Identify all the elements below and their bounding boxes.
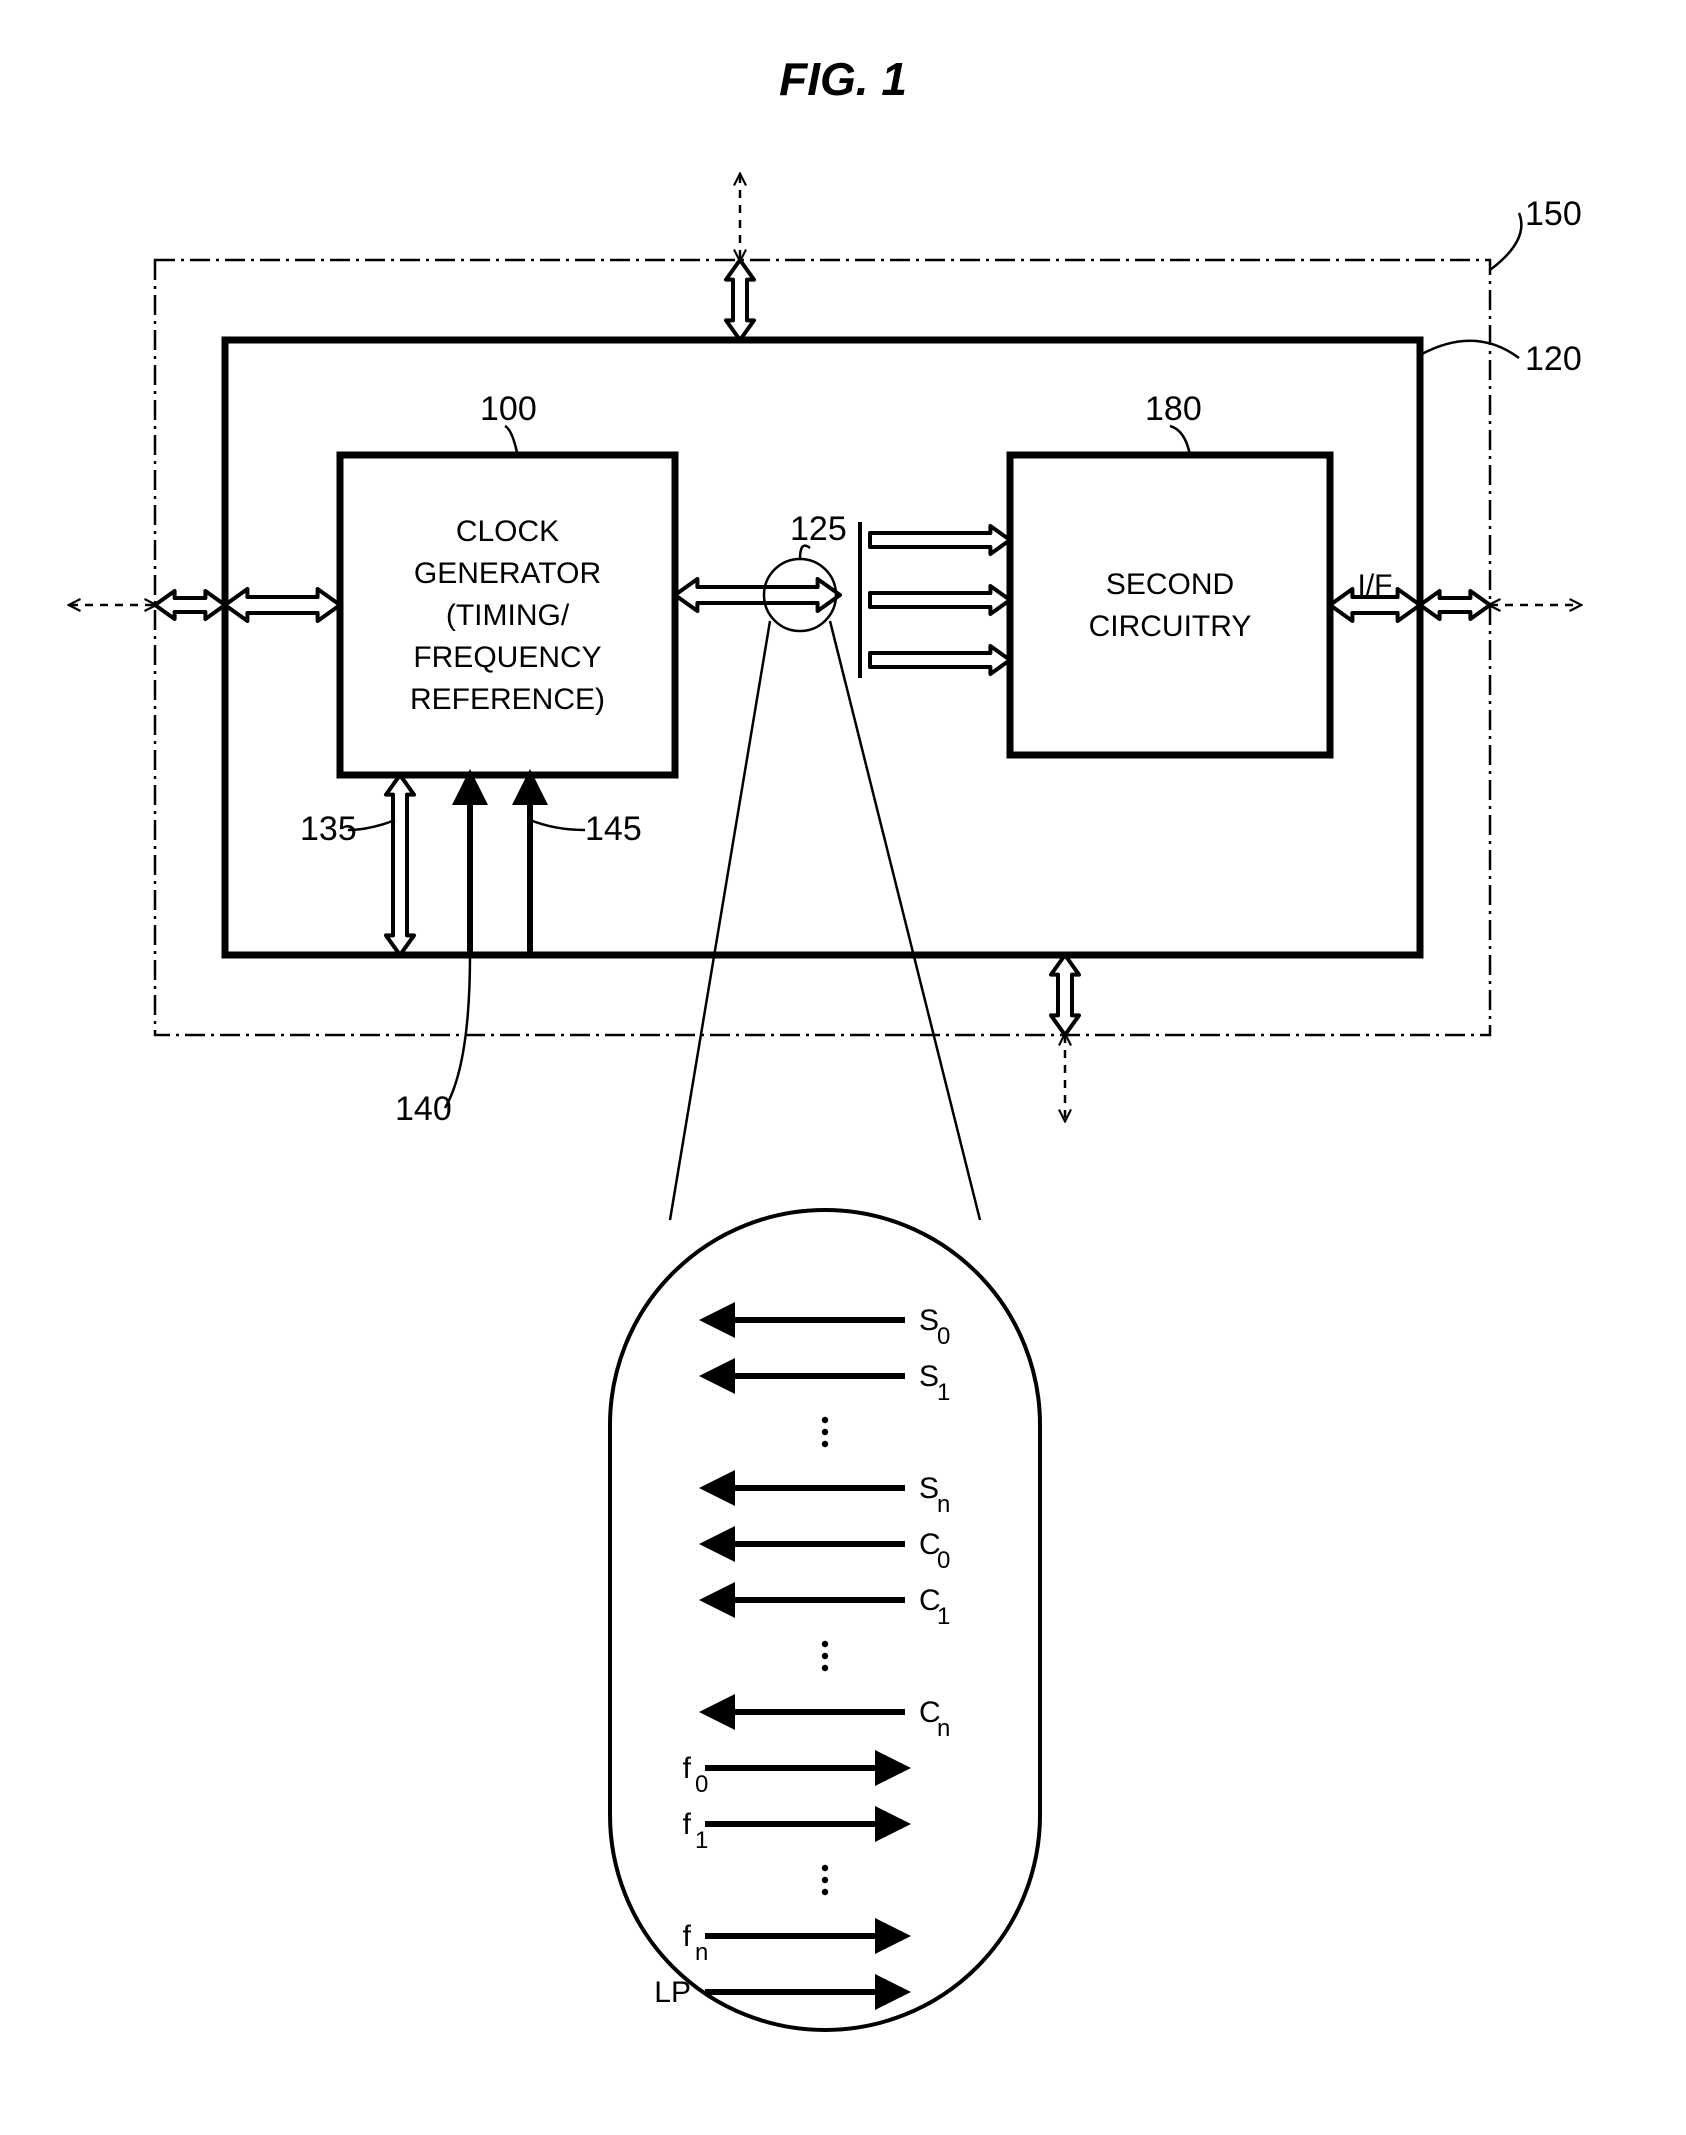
detail-signal-sub: 1 [695, 1827, 708, 1854]
clock-generator-label: CLOCK [456, 515, 559, 548]
bus-branch-arrow-2 [870, 646, 1010, 674]
detail-signal-sub: 0 [695, 1771, 708, 1798]
bus-branch-arrow-1 [870, 586, 1010, 614]
detail-signal-label: fn [683, 1920, 709, 1966]
arrow-135 [386, 775, 414, 955]
detail-ellipsis-dot [822, 1441, 828, 1447]
pkg-flow-bottom-open [1051, 955, 1079, 1035]
detail-ellipsis-dot [822, 1641, 828, 1647]
detail-signal-label: Cn [919, 1696, 950, 1742]
detail-connector-left [670, 621, 770, 1220]
ref-r140: 140 [395, 1090, 452, 1128]
if-label: I/F [1358, 569, 1393, 602]
lead-140 [445, 955, 470, 1108]
clock-generator-label: REFERENCE) [410, 683, 605, 716]
detail-ellipsis-dot [822, 1417, 828, 1423]
detail-signal-sub: 0 [937, 1323, 950, 1350]
ref-outer: 150 [1525, 195, 1582, 233]
lead-150 [1490, 213, 1521, 270]
detail-signal-label: S0 [919, 1304, 950, 1350]
detail-signal-label: C0 [919, 1528, 950, 1574]
detail-signal-name: f [683, 1808, 692, 1841]
detail-ellipsis-dot [822, 1889, 828, 1895]
detail-signal-sub: n [695, 1939, 708, 1966]
detail-connector-right [830, 621, 980, 1220]
detail-signal-sub: n [937, 1715, 950, 1742]
ref-second: 180 [1145, 390, 1202, 428]
package-outline [155, 260, 1490, 1035]
ic-left-arrow [225, 589, 340, 621]
detail-capsule [610, 1210, 1040, 2030]
detail-ellipsis-dot [822, 1877, 828, 1883]
ref-inner: 120 [1525, 340, 1582, 378]
clock-generator-label: (TIMING/ [446, 599, 570, 632]
detail-ellipsis-dot [822, 1429, 828, 1435]
detail-signal-name: S [919, 1472, 939, 1505]
ref-clock: 100 [480, 390, 537, 428]
lead-100 [505, 426, 518, 455]
lead-145 [530, 820, 585, 830]
detail-signal-name: f [683, 1752, 692, 1785]
detail-signal-label: f0 [683, 1752, 709, 1798]
detail-ellipsis-dot [822, 1653, 828, 1659]
bus-branch-arrow-0 [870, 526, 1010, 554]
lead-120 [1420, 341, 1519, 358]
pkg-flow-top-open [726, 260, 754, 340]
ref-bus: 125 [790, 510, 847, 548]
detail-ellipsis-dot [822, 1665, 828, 1671]
ref-r145: 145 [585, 810, 642, 848]
clock-generator-label: GENERATOR [414, 557, 601, 590]
detail-signal-name: f [683, 1920, 692, 1953]
detail-signal-sub: 1 [937, 1603, 950, 1630]
figure-diagram: FIG. 1 CLOCK GENERATOR (TIMING/FREQUENCY REF… [0, 0, 1686, 2135]
detail-signal-name: LP [654, 1976, 691, 2009]
detail-signal-sub: n [937, 1491, 950, 1518]
detail-signal-label: C1 [919, 1584, 950, 1630]
second-circuitry-block [1010, 455, 1330, 755]
figure-title: FIG. 1 [779, 53, 907, 105]
detail-signal-label: f1 [683, 1808, 709, 1854]
detail-signal-name: S [919, 1360, 939, 1393]
detail-signal-label: LP [654, 1976, 691, 2009]
lead-180 [1170, 426, 1190, 455]
second-circuitry-label: CIRCUITRY [1089, 610, 1252, 643]
second-circuitry-label: SECOND [1106, 568, 1234, 601]
detail-ellipsis-dot [822, 1865, 828, 1871]
detail-signal-label: Sn [919, 1472, 950, 1518]
pkg-flow-right-open [1420, 591, 1490, 619]
detail-signal-name: S [919, 1304, 939, 1337]
clock-generator-label: FREQUENCY [413, 641, 601, 674]
detail-signal-label: S1 [919, 1360, 950, 1406]
clock-bus-arrow [675, 579, 840, 611]
detail-signal-sub: 1 [937, 1379, 950, 1406]
detail-signal-sub: 0 [937, 1547, 950, 1574]
pkg-flow-left-open [155, 591, 225, 619]
